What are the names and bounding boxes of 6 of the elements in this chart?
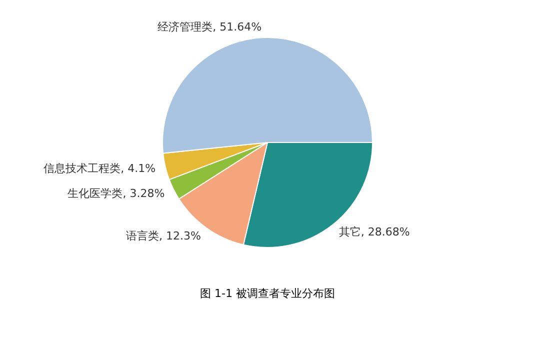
slice-label: 信息技术工程类, 4.1%: [44, 162, 156, 175]
caption: 图 1-1 被调查者专业分布图: [200, 287, 335, 300]
slice-label: 语言类, 12.3%: [126, 229, 201, 242]
slice-label: 经济管理类, 51.64%: [158, 20, 262, 34]
slice-label: 其它, 28.68%: [338, 226, 410, 239]
slice-label: 生化医学类, 3.28%: [68, 186, 165, 200]
